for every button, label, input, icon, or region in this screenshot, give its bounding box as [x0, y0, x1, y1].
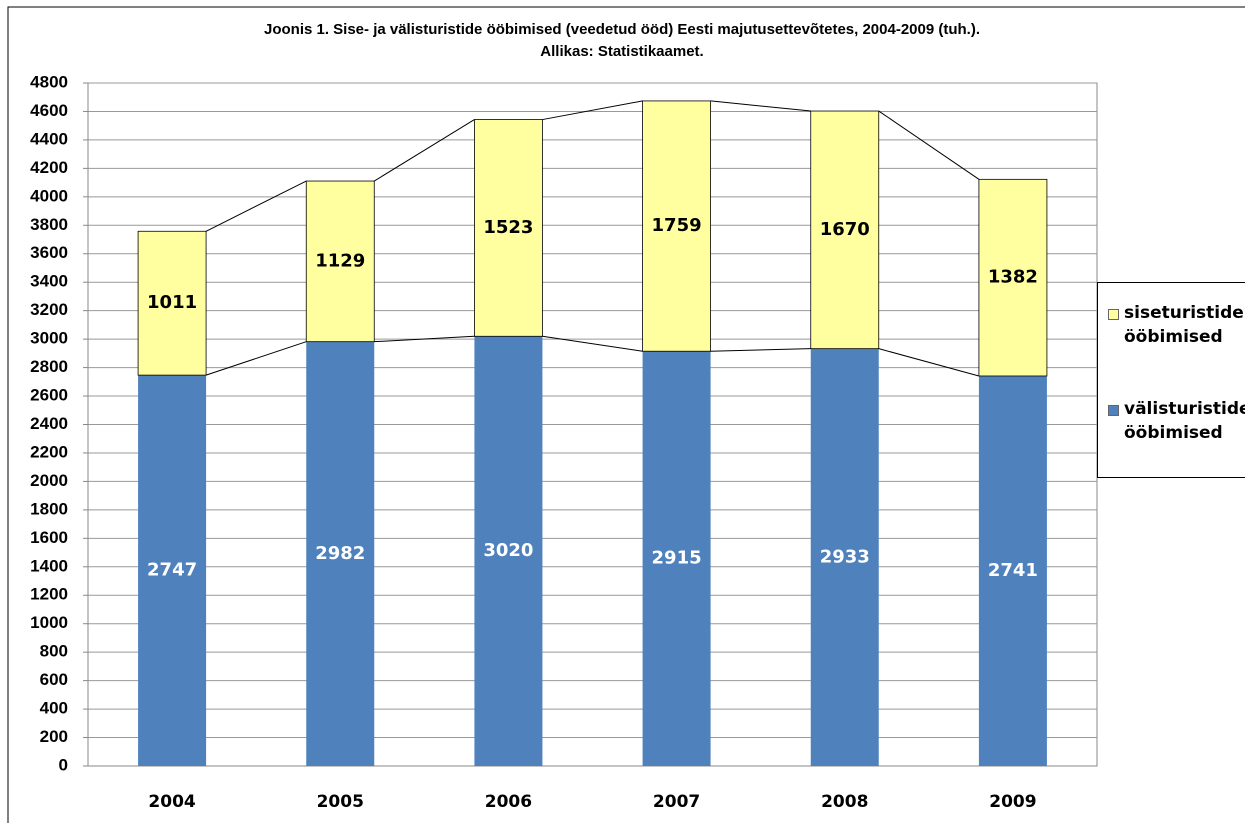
data-label: 2982 — [315, 543, 365, 564]
y-tick-label: 4000 — [30, 186, 68, 205]
y-tick-label: 1600 — [30, 528, 68, 547]
series-line — [878, 348, 980, 377]
bar-segment — [978, 375, 1047, 766]
y-tick-label: 1200 — [30, 585, 68, 604]
data-label: 1670 — [820, 219, 870, 240]
chart-title: Joonis 1. Sise- ja välisturistide ööbimi… — [264, 21, 980, 38]
data-label: 1011 — [147, 292, 197, 313]
y-tick-label: 3000 — [30, 329, 68, 348]
y-tick-label: 4600 — [30, 101, 68, 120]
series-line — [710, 100, 811, 112]
series-line — [205, 341, 307, 376]
legend-label: siseturistide ööbimised — [1124, 303, 1244, 347]
series-line — [374, 335, 475, 343]
legend-swatch — [1108, 309, 1119, 320]
y-tick-label: 4800 — [30, 72, 68, 91]
y-tick-label: 3800 — [30, 215, 68, 234]
y-tick-label: 2400 — [30, 414, 68, 433]
data-label: 2741 — [988, 560, 1038, 581]
y-tick-label: 600 — [40, 670, 68, 689]
bar-segment — [810, 348, 879, 766]
series-line — [878, 110, 980, 180]
legend-item: siseturistide ööbimised — [1104, 301, 1245, 349]
series-line — [710, 348, 811, 352]
data-label: 1759 — [652, 215, 702, 236]
data-label: 1523 — [483, 217, 533, 238]
y-tick-label: 800 — [40, 642, 68, 661]
bar-segment — [978, 178, 1048, 377]
x-tick-label: 2005 — [317, 792, 364, 812]
data-label: 2747 — [147, 560, 197, 581]
y-tick-label: 1400 — [30, 556, 68, 575]
data-label: 1129 — [315, 250, 365, 271]
legend-swatch — [1108, 405, 1119, 416]
x-tick-label: 2008 — [821, 792, 868, 812]
bar-segment — [642, 351, 711, 766]
y-tick-label: 3400 — [30, 272, 68, 291]
y-tick-label: 3200 — [30, 300, 68, 319]
y-tick-label: 2200 — [30, 442, 68, 461]
series-line — [542, 335, 643, 352]
y-tick-label: 4400 — [30, 129, 68, 148]
chart-subtitle: Allikas: Statistikaamet. — [540, 43, 703, 60]
series-line — [542, 100, 643, 121]
y-tick-label: 3600 — [30, 243, 68, 262]
y-tick-label: 2600 — [30, 386, 68, 405]
y-tick-label: 2800 — [30, 357, 68, 376]
bar-segment — [474, 336, 543, 766]
bar-segment — [642, 100, 711, 352]
legend-item: välisturistide ööbimised — [1104, 397, 1245, 445]
legend: siseturistide ööbimised välisturistide öö… — [1097, 282, 1245, 478]
y-tick-label: 0 — [59, 755, 68, 774]
series-line — [205, 180, 307, 232]
y-tick-label: 400 — [40, 699, 68, 718]
y-tick-label: 4200 — [30, 158, 68, 177]
series-line — [373, 119, 475, 182]
bar-segment — [810, 110, 880, 350]
y-tick-label: 2000 — [30, 471, 68, 490]
data-label: 3020 — [483, 540, 533, 561]
bar-segment — [137, 230, 207, 376]
chart-frame — [7, 6, 1245, 823]
x-tick-label: 2007 — [653, 792, 700, 812]
x-tick-label: 2009 — [989, 792, 1036, 812]
y-tick-label: 1000 — [30, 613, 68, 632]
data-label: 2915 — [652, 548, 702, 569]
bar-segment — [305, 180, 375, 343]
x-tick-label: 2006 — [485, 792, 532, 812]
y-tick-label: 200 — [40, 727, 68, 746]
data-label: 1382 — [988, 267, 1038, 288]
x-tick-label: 2004 — [148, 792, 195, 812]
data-label: 2933 — [820, 546, 870, 567]
bar-segment — [138, 375, 207, 766]
bar-segment — [306, 341, 375, 766]
y-tick-label: 1800 — [30, 499, 68, 518]
legend-label: välisturistide ööbimised — [1124, 399, 1245, 443]
bar-segment — [474, 119, 543, 337]
